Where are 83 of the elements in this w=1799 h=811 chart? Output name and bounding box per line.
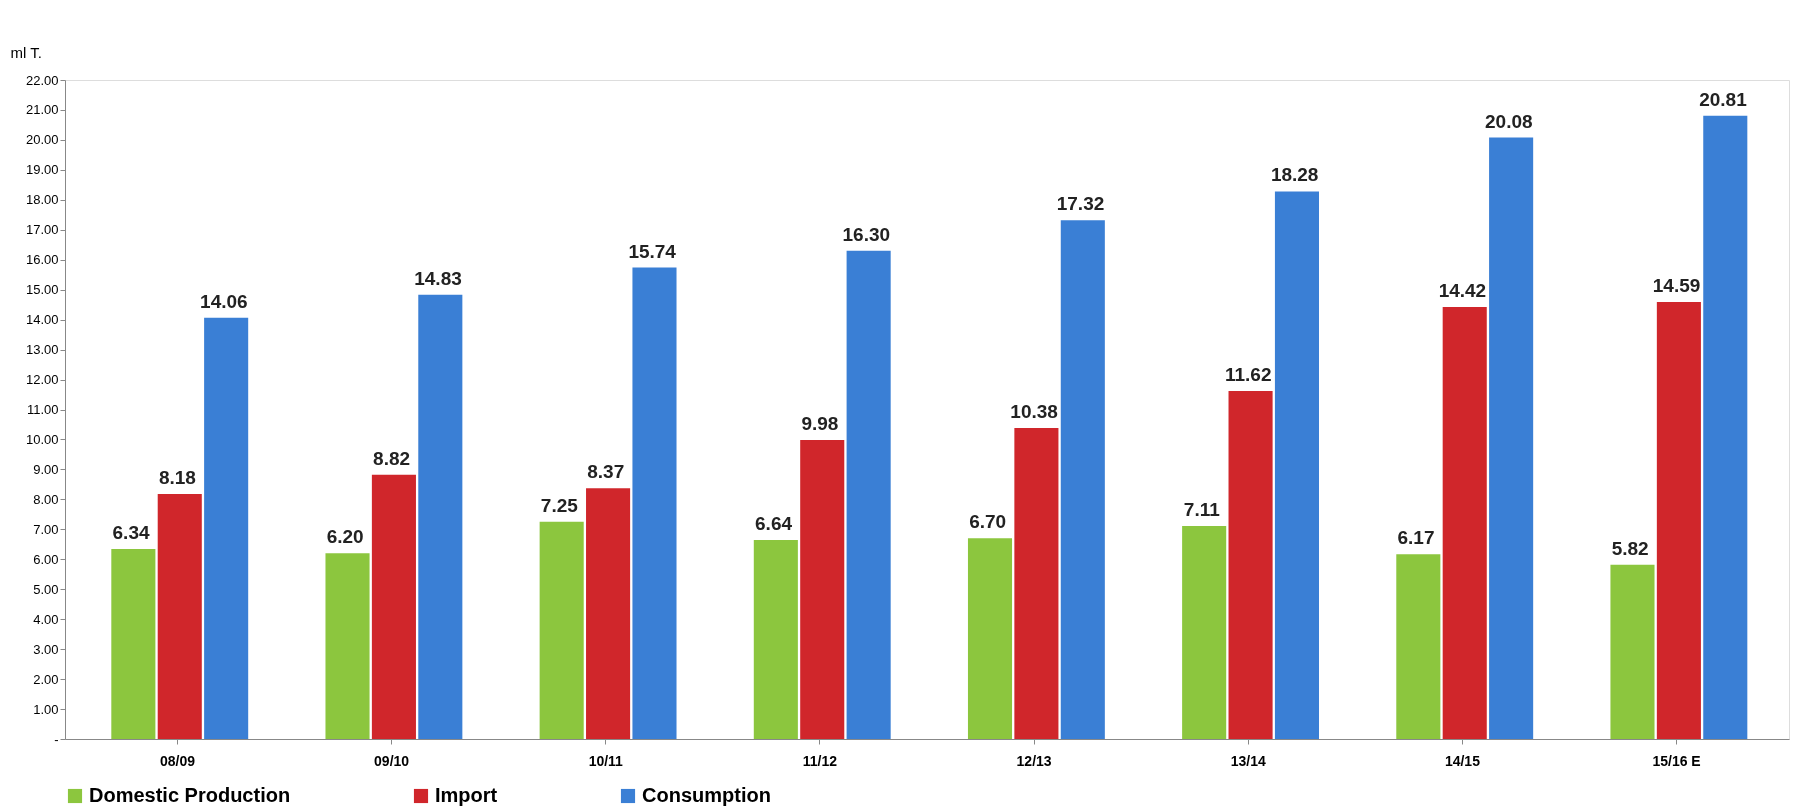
- data-label: 14.42: [1438, 280, 1487, 302]
- data-label: 8.37: [587, 461, 625, 483]
- bar: [1610, 564, 1655, 739]
- bar: [1656, 301, 1701, 739]
- data-label: 14.83: [414, 267, 462, 289]
- bar: [800, 440, 845, 739]
- data-label: 8.18: [158, 466, 196, 488]
- bar: [325, 553, 370, 739]
- bar: [1274, 191, 1319, 739]
- data-label: 7.11: [1183, 499, 1221, 521]
- bar: [1060, 220, 1105, 739]
- x-tick-label: 12/13: [1016, 752, 1052, 769]
- legend-label: Domestic Production: [89, 784, 291, 806]
- y-tick-label: 3.00: [33, 641, 59, 657]
- data-label: 17.32: [1056, 193, 1105, 215]
- bar: [1014, 428, 1059, 739]
- y-tick-label: 8.00: [33, 491, 59, 507]
- x-tick-label: 14/15: [1444, 752, 1481, 769]
- bar: [753, 540, 798, 739]
- data-label: 9.98: [801, 413, 839, 435]
- x-tick-label: 08/09: [159, 752, 196, 769]
- bar: [1442, 307, 1487, 739]
- data-label: 7.25: [540, 494, 579, 516]
- bar: [371, 474, 416, 739]
- data-label: 10.38: [1010, 401, 1058, 423]
- x-tick-label: 09/10: [374, 752, 410, 769]
- data-label: 14.06: [200, 290, 248, 312]
- y-tick-label: 7.00: [33, 521, 59, 537]
- y-tick-label: 2.00: [33, 671, 59, 687]
- y-tick-label: 4.00: [33, 611, 59, 627]
- bar: [1489, 137, 1534, 739]
- data-label: 6.70: [969, 511, 1007, 533]
- data-label: 20.08: [1485, 110, 1533, 132]
- y-tick-label: 20.00: [25, 132, 59, 148]
- bar: [846, 250, 891, 739]
- y-tick-label: 5.00: [33, 581, 59, 597]
- data-label: 6.34: [112, 522, 150, 544]
- data-label: 6.64: [755, 513, 793, 535]
- y-tick-label: 19.00: [25, 162, 59, 178]
- y-axis-title: ml T.: [10, 43, 42, 61]
- bar: [157, 493, 202, 739]
- y-tick-label: 18.00: [25, 192, 59, 208]
- bar: [1182, 526, 1227, 739]
- bar: [1228, 390, 1273, 739]
- y-tick-label: 14.00: [25, 312, 59, 328]
- y-tick-label: 11.00: [26, 402, 59, 417]
- data-label: 6.20: [326, 526, 364, 548]
- y-tick-label: 9.00: [33, 461, 59, 477]
- legend-label: Import: [435, 784, 498, 806]
- x-tick-label: 11/12: [802, 752, 838, 769]
- x-tick-label: 15/16 E: [1652, 752, 1701, 769]
- data-label: 14.59: [1652, 274, 1701, 296]
- y-tick-label: 12.00: [25, 372, 59, 388]
- y-tick-label: 10.00: [25, 431, 59, 447]
- y-tick-label: 15.00: [25, 282, 59, 298]
- bar: [1396, 554, 1441, 739]
- data-label: 16.30: [842, 223, 891, 245]
- bar: [632, 267, 677, 739]
- data-label: 15.74: [628, 240, 677, 262]
- bar: [1703, 115, 1748, 739]
- bar: [967, 538, 1013, 739]
- data-label: 11.62: [1224, 363, 1272, 385]
- y-tick-label: 17.00: [25, 222, 59, 238]
- bar: [111, 549, 156, 739]
- y-tick-label: -: [54, 731, 59, 747]
- y-tick-label: 13.00: [25, 342, 59, 358]
- y-tick-label: 21.00: [25, 102, 59, 118]
- bar: [204, 317, 249, 739]
- data-label: 8.82: [373, 447, 411, 469]
- legend-label: Consumption: [642, 784, 771, 806]
- bar: [539, 521, 584, 739]
- y-tick-label: 22.00: [25, 72, 59, 88]
- data-label: 5.82: [1611, 537, 1649, 559]
- bar: [586, 488, 631, 739]
- x-tick-label: 13/14: [1230, 752, 1266, 769]
- data-label: 6.17: [1397, 527, 1435, 549]
- y-tick-label: 1.00: [33, 701, 59, 717]
- y-tick-label: 6.00: [33, 551, 59, 567]
- y-tick-label: 16.00: [25, 252, 59, 268]
- data-label: 18.28: [1270, 164, 1319, 186]
- bar: [418, 294, 463, 739]
- x-tick-label: 10/11: [588, 752, 624, 769]
- data-label: 20.81: [1699, 88, 1748, 110]
